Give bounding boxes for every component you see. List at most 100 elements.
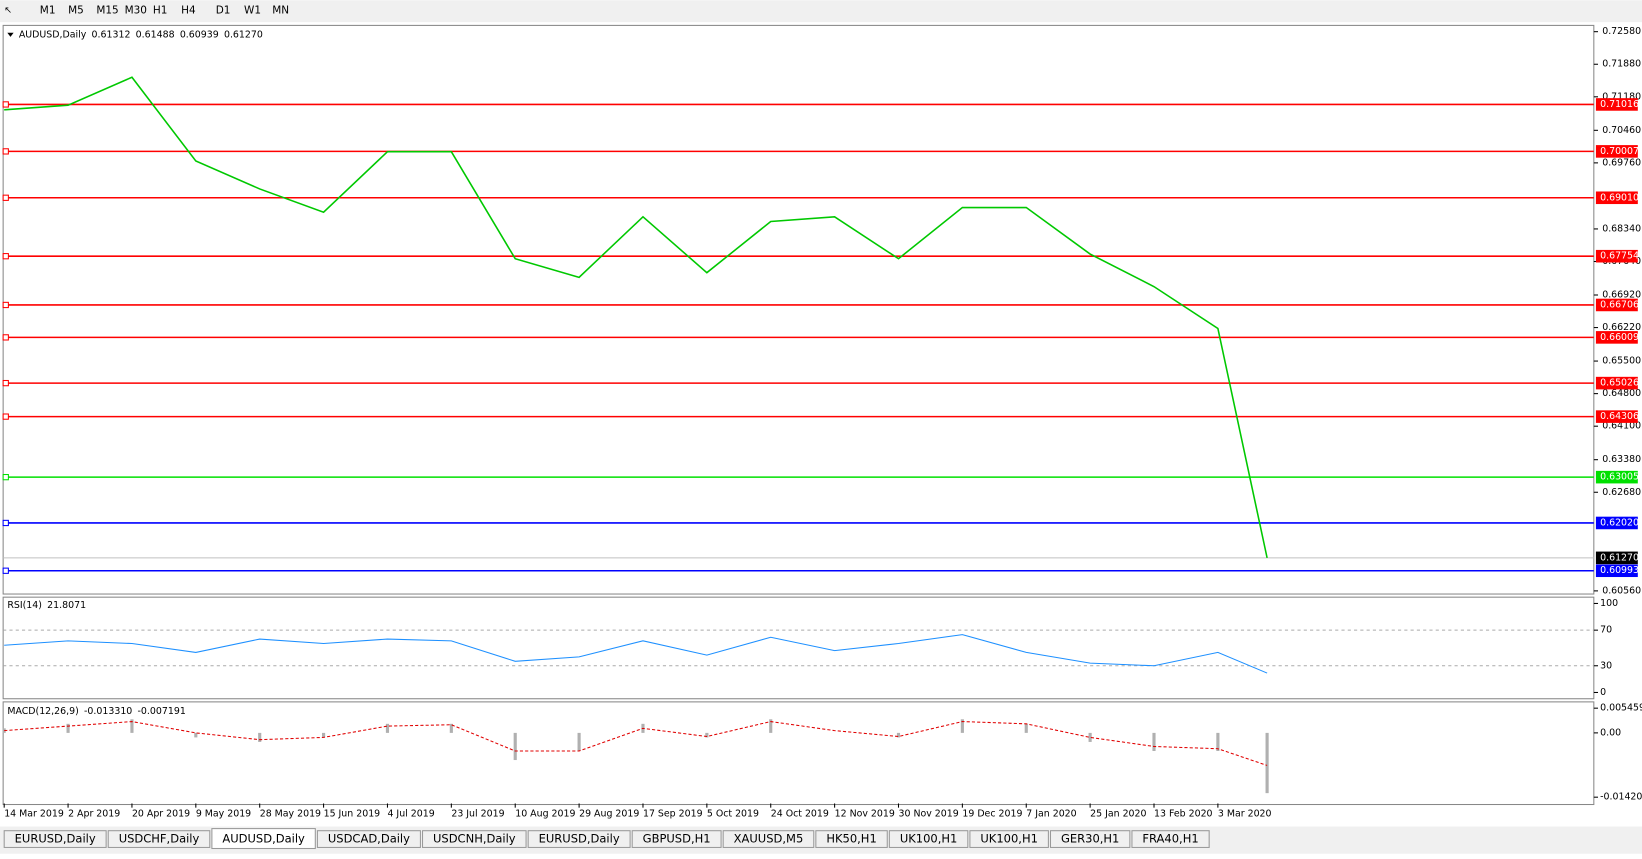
current-price-label: 0.61270 bbox=[1600, 552, 1639, 563]
date-label: 4 Jul 2019 bbox=[387, 808, 434, 819]
macd-tick-label: 0.005459 bbox=[1600, 703, 1642, 714]
tab-bg[interactable] bbox=[3, 830, 107, 848]
tab-bg[interactable] bbox=[815, 830, 888, 848]
tab[interactable]: UK100,H1 bbox=[888, 830, 969, 848]
tab-bg[interactable] bbox=[631, 830, 722, 848]
date-label: 23 Jul 2019 bbox=[451, 808, 504, 819]
level-box bbox=[1595, 191, 1638, 205]
tab-label[interactable]: USDCNH,Daily bbox=[433, 832, 516, 846]
tab-label[interactable]: UK100,H1 bbox=[980, 832, 1038, 846]
y-tick-label: 0.72580 bbox=[1602, 26, 1641, 37]
rsi-line bbox=[4, 634, 1268, 674]
tab-bg[interactable] bbox=[1131, 830, 1210, 848]
date-label: 25 Jan 2020 bbox=[1090, 808, 1146, 819]
tab-bg[interactable] bbox=[211, 828, 316, 850]
rsi-tick-label: 30 bbox=[1600, 660, 1612, 671]
date-label: 13 Feb 2020 bbox=[1154, 808, 1213, 819]
date-label: 20 Apr 2019 bbox=[132, 808, 190, 819]
tab-label[interactable]: EURUSD,Daily bbox=[539, 832, 620, 846]
tab[interactable]: USDCNH,Daily bbox=[421, 830, 527, 848]
tab[interactable]: FRA40,H1 bbox=[1131, 830, 1210, 848]
tab[interactable]: EURUSD,Daily bbox=[527, 830, 631, 848]
date-label: 24 Oct 2019 bbox=[771, 808, 829, 819]
tab-label[interactable]: UK100,H1 bbox=[900, 832, 958, 846]
chart-window bbox=[0, 22, 1642, 827]
current-price-box bbox=[1595, 551, 1638, 565]
macd-tick-label: -0.014204 bbox=[1600, 792, 1642, 803]
level-box bbox=[1595, 145, 1638, 158]
y-tick-label: 0.60560 bbox=[1602, 585, 1641, 596]
tab-bg[interactable] bbox=[888, 830, 969, 848]
level-box bbox=[1595, 331, 1638, 344]
tab-label[interactable]: USDCHF,Daily bbox=[119, 832, 200, 846]
y-tick-label: 0.68340 bbox=[1602, 223, 1641, 234]
tab[interactable]: USDCAD,Daily bbox=[316, 830, 421, 848]
level-label: 0.63005 bbox=[1600, 472, 1639, 483]
level-anchor bbox=[2, 379, 9, 387]
date-label: 12 Nov 2019 bbox=[835, 808, 895, 819]
level-anchor bbox=[2, 253, 9, 260]
rsi-header-value: 21.8071 bbox=[47, 600, 86, 611]
level-label: 0.65026 bbox=[1600, 378, 1639, 389]
tab-label[interactable]: HK50,H1 bbox=[826, 832, 876, 846]
timeframe-button[interactable]: M15 bbox=[96, 5, 118, 17]
level-anchor bbox=[2, 473, 9, 481]
tab-label[interactable]: XAUUSD,M5 bbox=[734, 832, 804, 846]
date-label: 10 Aug 2019 bbox=[515, 808, 575, 819]
level-box bbox=[1595, 249, 1638, 263]
timeframe-button[interactable]: W1 bbox=[244, 5, 261, 17]
tab-bg[interactable] bbox=[527, 830, 631, 848]
tab[interactable]: XAUUSD,M5 bbox=[722, 830, 815, 848]
rsi-tick-label: 0 bbox=[1600, 687, 1606, 698]
date-label: 5 Oct 2019 bbox=[707, 808, 759, 819]
level-box bbox=[1595, 470, 1638, 484]
tab-label[interactable]: GBPUSD,H1 bbox=[643, 832, 711, 846]
timeframe-button[interactable]: M1 bbox=[40, 5, 56, 17]
date-label: 14 Mar 2019 bbox=[4, 808, 64, 819]
tab-bg[interactable] bbox=[722, 830, 815, 848]
level-label: 0.64306 bbox=[1600, 411, 1639, 422]
tab[interactable]: USDCHF,Daily bbox=[107, 830, 211, 848]
level-anchor bbox=[2, 148, 9, 155]
timeframe-button[interactable]: MN bbox=[272, 5, 289, 17]
tab-bg[interactable] bbox=[421, 830, 527, 848]
tab[interactable]: AUDUSD,Daily bbox=[211, 828, 316, 850]
level-anchor bbox=[2, 519, 9, 527]
tab[interactable]: GBPUSD,H1 bbox=[631, 830, 722, 848]
date-label: 28 May 2019 bbox=[260, 808, 321, 819]
tab-bg[interactable] bbox=[1049, 830, 1131, 848]
tab-label[interactable]: AUDUSD,Daily bbox=[222, 832, 305, 846]
tab-bg[interactable] bbox=[107, 830, 211, 848]
timeframe-button[interactable]: H1 bbox=[153, 5, 168, 17]
level-label: 0.62020 bbox=[1600, 517, 1639, 528]
date-label: 9 May 2019 bbox=[196, 808, 251, 819]
tab[interactable]: GER30,H1 bbox=[1049, 830, 1131, 848]
level-anchor bbox=[2, 301, 9, 309]
y-tick-label: 0.65500 bbox=[1602, 356, 1641, 367]
tab-label[interactable]: GER30,H1 bbox=[1061, 832, 1119, 846]
macd-header: -0.013310 bbox=[84, 706, 132, 717]
tab[interactable]: UK100,H1 bbox=[969, 830, 1049, 848]
tab-bg[interactable] bbox=[316, 830, 421, 848]
level-anchor bbox=[2, 101, 9, 108]
date-label: 15 Jun 2019 bbox=[324, 808, 381, 819]
main-frame bbox=[2, 24, 1595, 595]
macd-tick-label: 0.00 bbox=[1600, 727, 1621, 738]
timeframe-button[interactable]: H4 bbox=[181, 5, 196, 17]
timeframe-button[interactable]: M5 bbox=[68, 5, 84, 17]
level-label: 0.66009 bbox=[1600, 332, 1639, 343]
tab[interactable]: EURUSD,Daily bbox=[3, 830, 107, 848]
tab-bg[interactable] bbox=[969, 830, 1049, 848]
tab-label[interactable]: FRA40,H1 bbox=[1142, 832, 1198, 846]
tab-label[interactable]: EURUSD,Daily bbox=[15, 832, 96, 846]
macd-header: -0.007191 bbox=[138, 706, 186, 717]
y-tick-label: 0.69760 bbox=[1602, 157, 1641, 168]
date-label: 30 Nov 2019 bbox=[898, 808, 958, 819]
level-anchor bbox=[2, 413, 9, 420]
timeframe-button[interactable]: D1 bbox=[216, 5, 231, 17]
chart-header: AUDUSD,Daily bbox=[19, 29, 87, 40]
tab[interactable]: HK50,H1 bbox=[815, 830, 888, 848]
tab-label[interactable]: USDCAD,Daily bbox=[328, 832, 410, 846]
timeframe-button[interactable]: M30 bbox=[125, 5, 147, 17]
